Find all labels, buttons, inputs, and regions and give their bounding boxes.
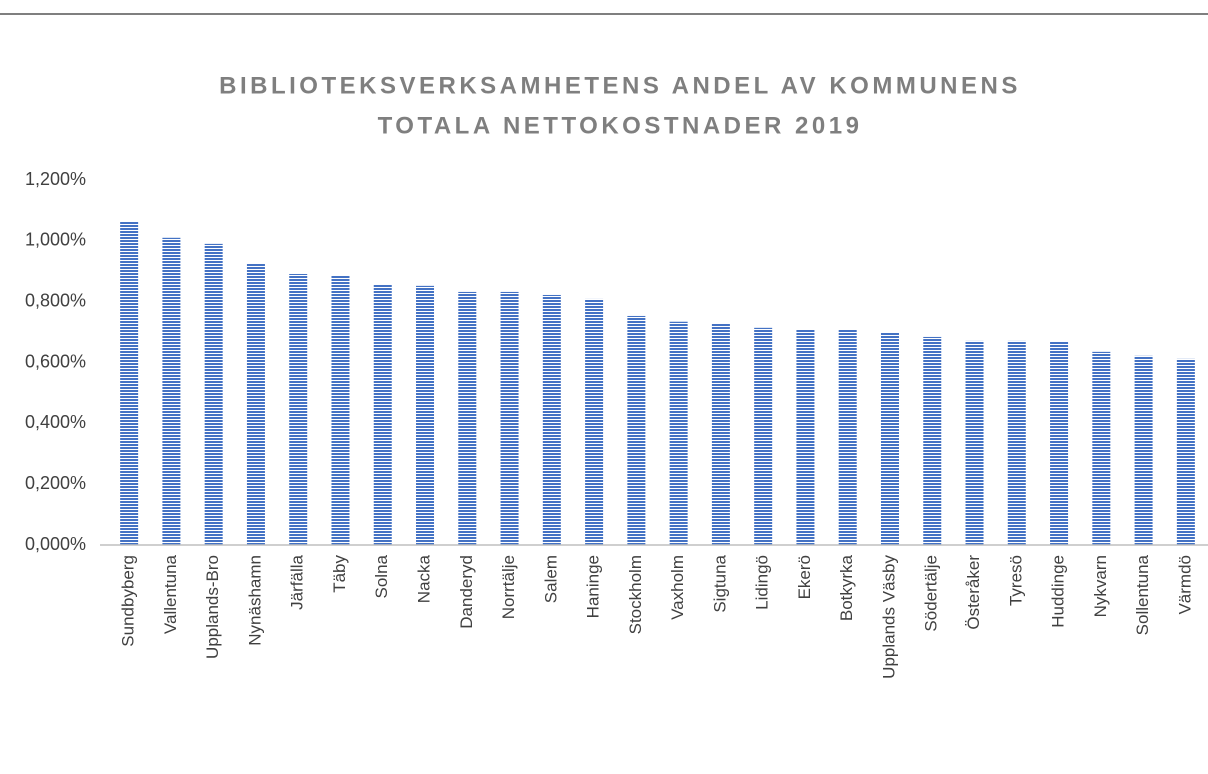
y-tick-label: 0,800% [25, 290, 86, 310]
bar [1176, 358, 1195, 545]
y-tick-label: 0,200% [25, 473, 86, 493]
x-tick-label: Norrtälje [499, 555, 518, 619]
bar [289, 273, 308, 545]
y-tick-label: 1,000% [25, 230, 86, 250]
x-tick-label: Österåker [964, 555, 983, 630]
x-tick-label: Salem [541, 555, 560, 603]
x-tick-label: Tyresö [1006, 555, 1025, 606]
bar [585, 298, 604, 545]
x-tick-label: Upplands-Bro [203, 555, 222, 659]
x-tick-label: Danderyd [457, 555, 476, 629]
bar [796, 329, 815, 545]
x-tick-label: Vaxholm [668, 555, 687, 620]
bar [965, 340, 984, 545]
bar [1134, 355, 1153, 545]
bar [880, 332, 899, 545]
bar [1007, 340, 1026, 545]
bar [373, 284, 392, 545]
x-tick-label: Lidingö [753, 555, 772, 610]
y-tick-label: 0,600% [25, 351, 86, 371]
bar [542, 294, 561, 545]
bar [923, 336, 942, 545]
x-tick-label: Vallentuna [161, 554, 180, 634]
bar [246, 263, 265, 545]
x-tick-label: Nacka [415, 554, 434, 603]
bar [120, 221, 139, 545]
y-tick-label: 0,400% [25, 412, 86, 432]
bar [204, 243, 223, 545]
bar [416, 285, 435, 545]
y-tick-label: 0,000% [25, 534, 86, 554]
x-tick-label: Stockholm [626, 555, 645, 634]
x-tick-label: Värmdö [1175, 555, 1194, 615]
bar [669, 321, 688, 545]
chart-title: TOTALA NETTOKOSTNADER 2019 [378, 112, 863, 139]
x-tick-label: Botkyrka [837, 554, 856, 621]
x-tick-label: Täby [330, 555, 349, 593]
bar [754, 327, 773, 545]
chart-title: BIBLIOTEKSVERKSAMHETENS ANDEL AV KOMMUNE… [219, 72, 1021, 99]
bar [711, 323, 730, 545]
x-tick-label: Nynäshamn [245, 555, 264, 646]
x-tick-label: Solna [372, 554, 391, 598]
x-tick-label: Sollentuna [1133, 554, 1152, 635]
x-tick-label: Sigtuna [710, 554, 729, 612]
bar [1092, 351, 1111, 545]
x-tick-label: Södertälje [922, 555, 941, 632]
x-tick-label: Järfälla [288, 554, 307, 609]
x-tick-label: Upplands Väsby [879, 555, 898, 679]
y-tick-label: 1,200% [25, 169, 86, 189]
bar [331, 275, 350, 545]
bar [162, 237, 181, 545]
bar [458, 291, 477, 545]
bar [627, 315, 646, 545]
x-tick-label: Huddinge [1049, 555, 1068, 628]
bar [1050, 341, 1069, 545]
x-tick-label: Haninge [584, 555, 603, 618]
bar [500, 291, 519, 545]
x-tick-label: Nykvarn [1091, 555, 1110, 617]
x-tick-label: Sundbyberg [119, 555, 138, 647]
x-tick-label: Ekerö [795, 555, 814, 599]
bar [838, 329, 857, 545]
